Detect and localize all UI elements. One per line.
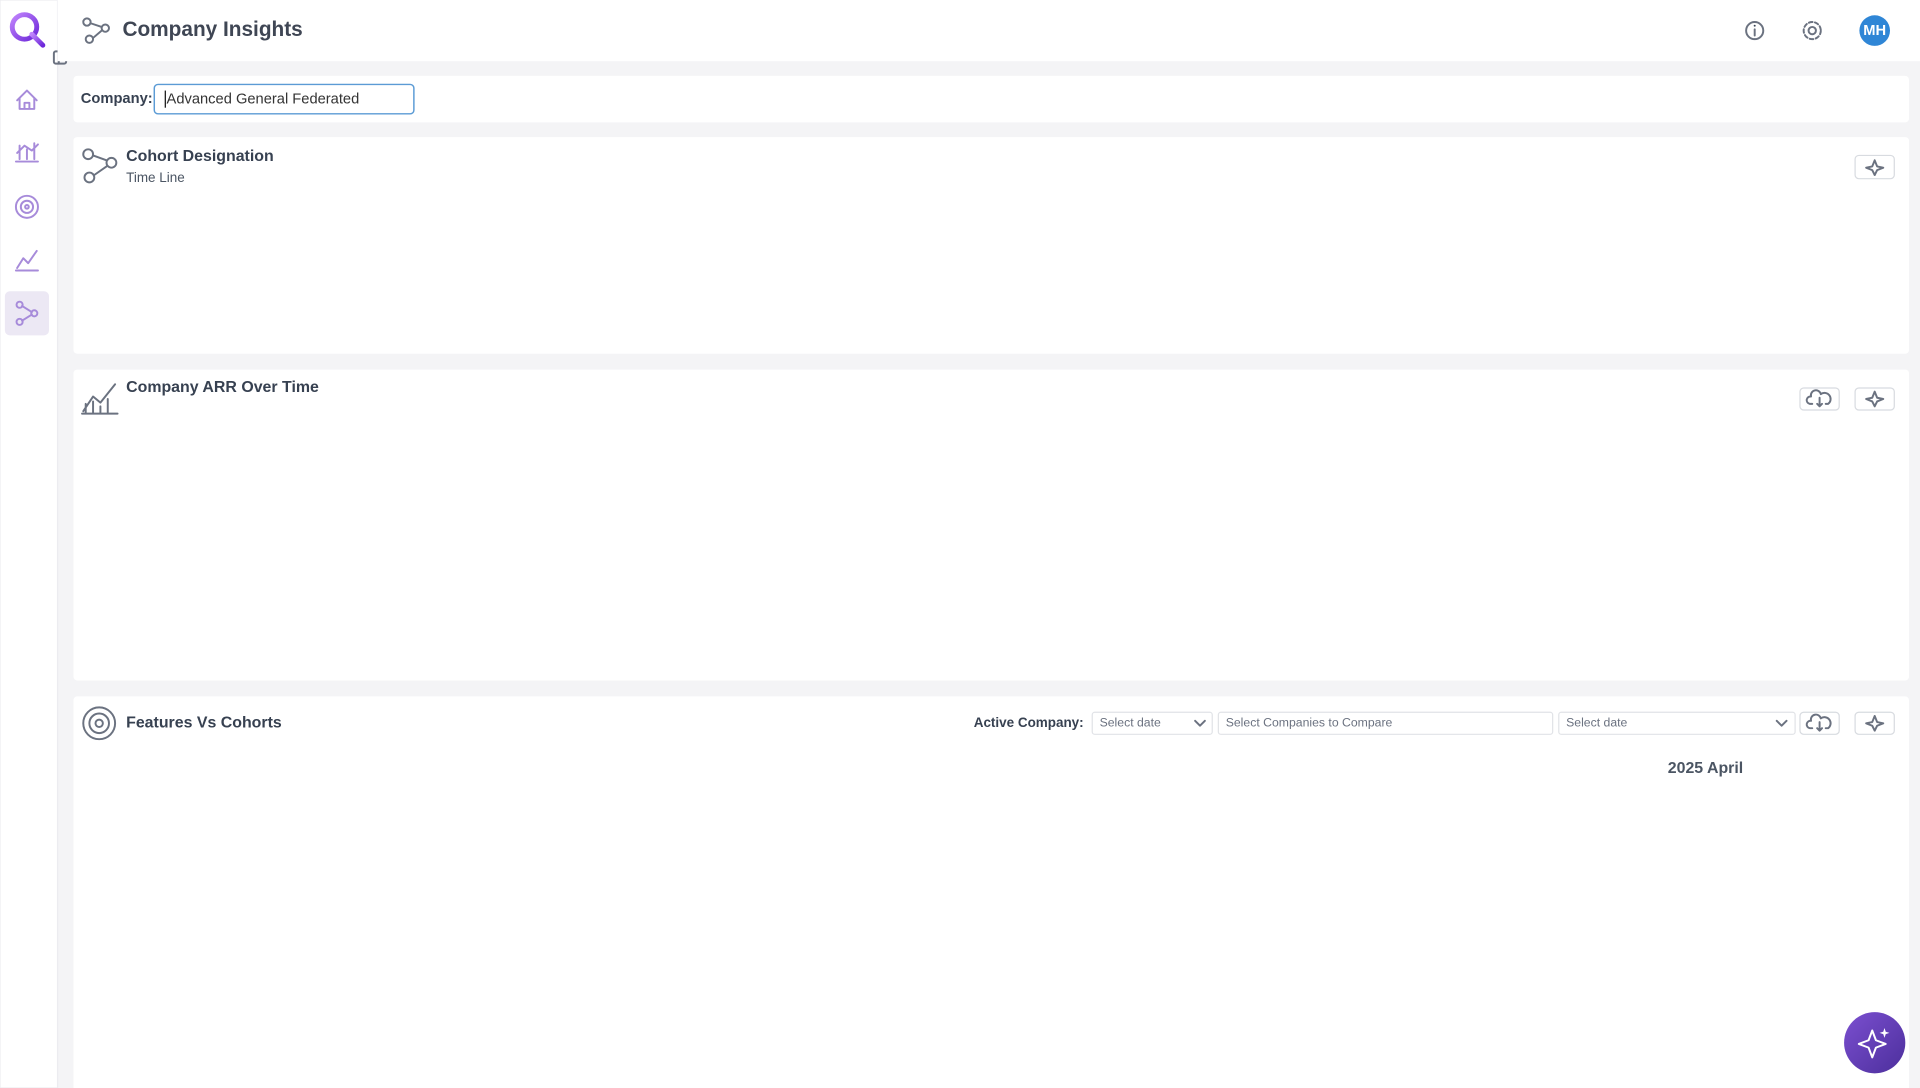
logo[interactable]: [9, 12, 40, 42]
date-placeholder: Select date: [1100, 716, 1161, 730]
legend-title: 2025 April: [1668, 760, 1743, 777]
avatar[interactable]: [1859, 15, 1890, 46]
avatar-initials: MH: [1863, 23, 1886, 39]
arr-panel: Company ARR Over Time: [73, 369, 1909, 681]
cohort-icon: [82, 148, 118, 184]
arr-icon: [81, 383, 119, 415]
nav-trends[interactable]: [14, 249, 39, 272]
features-icon: [82, 706, 117, 741]
cohort-panel: Cohort Designation Time Line: [73, 137, 1909, 354]
nav-target[interactable]: [14, 194, 39, 219]
date-select[interactable]: [1091, 711, 1213, 735]
settings-button[interactable]: [1802, 21, 1822, 41]
header-icon: [82, 17, 110, 44]
compare-placeholder: Select Companies to Compare: [1226, 716, 1393, 730]
ai-button[interactable]: [1854, 387, 1895, 411]
ai-button[interactable]: [1854, 154, 1895, 180]
ai-button[interactable]: [1854, 711, 1895, 735]
features-title: Features Vs Cohorts: [126, 714, 282, 731]
cohort-subtitle: Time Line: [126, 170, 185, 185]
download-button[interactable]: [1799, 387, 1840, 411]
nav-active-bg: [4, 291, 49, 336]
nav-home[interactable]: [16, 89, 38, 110]
assistant-button[interactable]: [1844, 1012, 1906, 1074]
nav-cohorts[interactable]: [15, 300, 39, 326]
active-company-label: Active Company:: [974, 715, 1084, 730]
compare-select[interactable]: [1217, 711, 1554, 735]
company-label: Company:: [81, 91, 153, 107]
download-button[interactable]: [1799, 711, 1840, 735]
company-filter: Company: Advanced General Federated: [73, 75, 1909, 123]
info-button[interactable]: [1745, 21, 1765, 41]
features-panel: Features Vs Cohorts Active Company: Sele…: [73, 696, 1909, 1088]
company-value: Advanced General Federated: [167, 92, 360, 108]
arr-title: Company ARR Over Time: [126, 379, 319, 396]
page-title: Company Insights: [122, 18, 302, 41]
company-input[interactable]: [153, 83, 415, 115]
nav-analytics[interactable]: [14, 142, 39, 163]
header: Company Insights MH: [57, 0, 1920, 62]
sidebar: [0, 0, 68, 1088]
date-select[interactable]: [1558, 711, 1796, 735]
cohort-title: Cohort Designation: [126, 148, 274, 165]
date-placeholder: Select date: [1566, 716, 1627, 730]
